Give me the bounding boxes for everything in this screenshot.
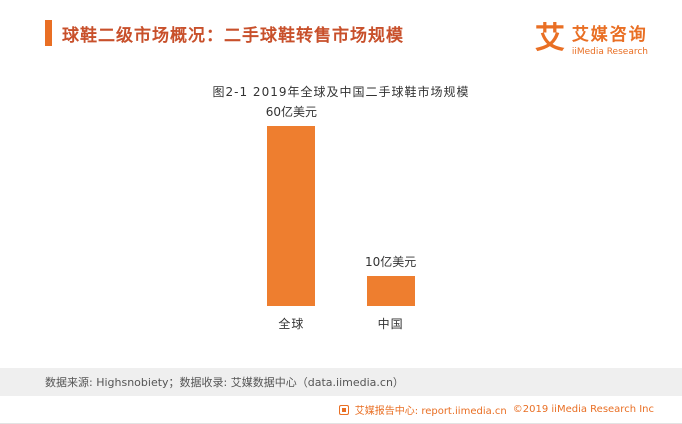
source-note: 数据来源: Highsnobiety；数据收录: 艾媒数据中心（data.iim… [0,368,682,396]
header: 球鞋二级市场概况：二手球鞋转售市场规模 艾 艾媒咨询 iiMedia Resea… [0,0,682,57]
title-wrap: 球鞋二级市场概况：二手球鞋转售市场规模 [45,20,404,46]
footer-report-center: 艾媒报告中心: report.iimedia.cn [354,406,507,417]
bar-value-label: 10亿美元 [365,255,417,269]
bar-group: 60亿美元全球 [266,103,317,332]
report-doc-icon [338,404,349,415]
logo-brand-en: iiMedia Research [571,47,648,57]
bar-group: 10亿美元中国 [365,253,416,332]
logo-text: 艾媒咨询 iiMedia Research [572,20,648,57]
bar-chart: 图2-1 2019年全球及中国二手球鞋市场规模 60亿美元全球 10亿美元中国 [0,83,682,332]
iimedia-logo: 艾 艾媒咨询 iiMedia Research [535,20,648,57]
chart-title: 图2-1 2019年全球及中国二手球鞋市场规模 [212,85,470,99]
iimedia-brand-icon: 艾 [534,20,565,56]
page-title: 球鞋二级市场概况：二手球鞋转售市场规模 [62,25,404,46]
logo-brand-cn: 艾媒咨询 [571,25,648,45]
category-label: 全球 [278,317,305,331]
title-accent-bar [45,20,52,46]
plot-area: 60亿美元全球 10亿美元中国 [0,105,682,332]
bar [267,126,316,306]
footer-copyright: ©2019 iiMedia Research Inc [512,404,654,415]
footer-line: 艾媒报告中心: report.iimedia.cn ©2019 iiMedia … [338,402,654,417]
category-label: 中国 [377,317,404,331]
bar-value-label: 60亿美元 [265,105,317,119]
bar [366,276,415,306]
